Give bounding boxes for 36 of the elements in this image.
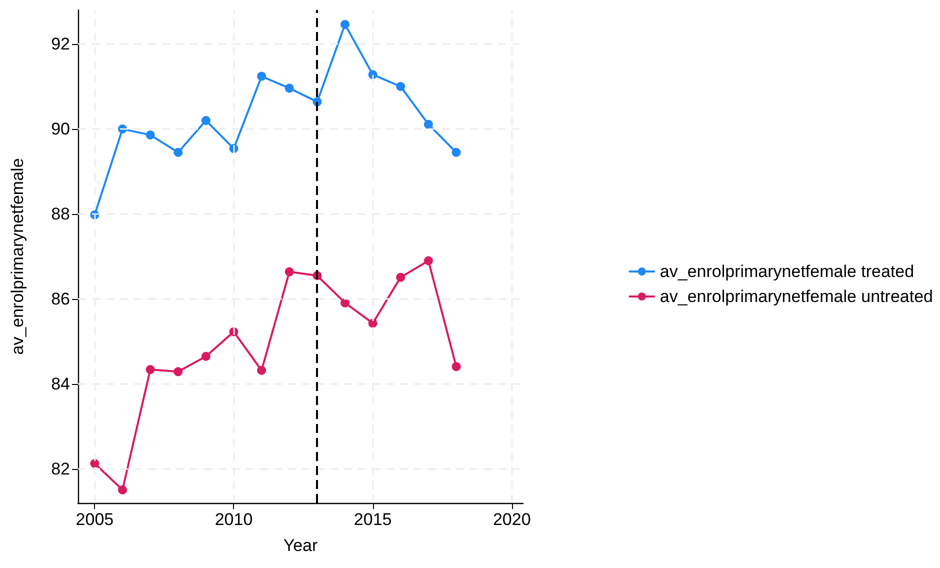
y-tick-label: 88 <box>51 204 70 224</box>
point <box>340 20 350 29</box>
y-tick-label: 82 <box>51 460 70 478</box>
point <box>201 116 210 125</box>
x-axis-title: Year <box>283 536 318 555</box>
y-tick-label: 92 <box>51 34 70 54</box>
point <box>118 485 127 494</box>
x-tick-label: 2010 <box>214 510 253 529</box>
point <box>174 367 183 376</box>
y-tick-label: 86 <box>51 290 70 308</box>
point <box>284 84 294 93</box>
point <box>452 148 461 157</box>
point <box>174 148 183 157</box>
point <box>452 362 461 372</box>
point <box>257 72 266 81</box>
point <box>368 318 378 328</box>
point <box>201 352 210 361</box>
x-tick-label: 2015 <box>354 510 392 529</box>
point <box>146 365 155 374</box>
y-tick-label: 84 <box>51 374 70 394</box>
x-tick-label: 2020 <box>492 510 531 529</box>
x-tick-label: 2005 <box>76 510 114 529</box>
point <box>396 272 406 282</box>
point <box>424 256 433 266</box>
point <box>368 70 378 80</box>
point <box>146 130 155 140</box>
point <box>284 267 294 276</box>
point <box>424 120 433 129</box>
y-axis-title: av_enrolprimarynetfemale <box>8 158 27 355</box>
point <box>340 298 350 308</box>
point <box>396 82 406 91</box>
y-tick-label: 90 <box>51 120 70 138</box>
point <box>90 458 100 468</box>
legend-label: av_enrolprimarynetfemale treated <box>660 262 914 281</box>
legend-label: av_enrolprimarynetfemale untreated <box>660 287 934 306</box>
point <box>257 366 266 375</box>
